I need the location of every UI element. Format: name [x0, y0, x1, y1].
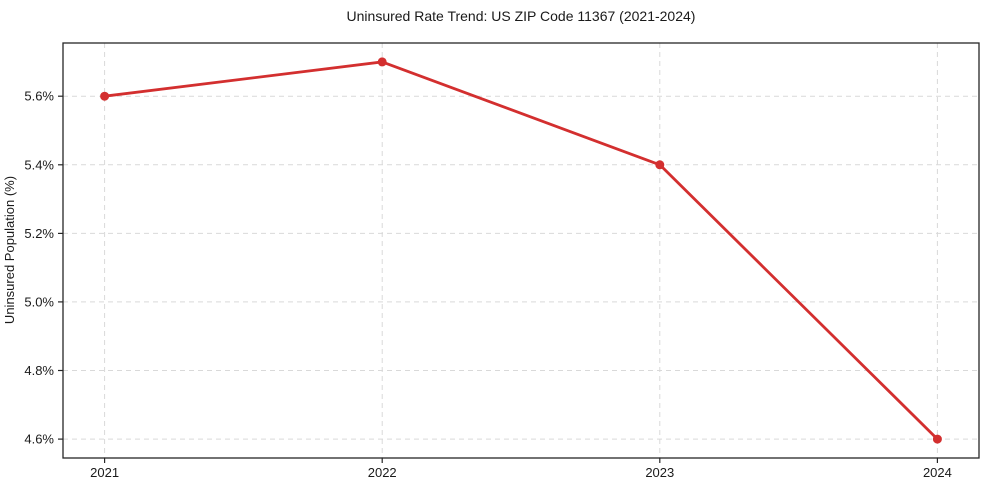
y-tick-label: 4.6%	[24, 432, 54, 447]
data-point-marker	[377, 57, 387, 67]
y-axis-label: Uninsured Population (%)	[2, 176, 17, 324]
x-tick-label: 2022	[368, 465, 397, 480]
trend-line	[103, 60, 939, 441]
data-point-marker	[655, 160, 665, 170]
x-tick-label: 2024	[923, 465, 952, 480]
data-point-marker	[932, 434, 942, 444]
x-tick-label: 2021	[90, 465, 119, 480]
y-tick-label: 5.4%	[24, 157, 54, 172]
y-tick-label: 5.6%	[24, 89, 54, 104]
y-tick-label: 5.0%	[24, 294, 54, 309]
y-tick-label: 4.8%	[24, 363, 54, 378]
x-tick-label: 2023	[645, 465, 674, 480]
chart-title: Uninsured Rate Trend: US ZIP Code 11367 …	[346, 8, 696, 24]
y-tick-label: 5.2%	[24, 226, 54, 241]
plot-border	[62, 42, 980, 459]
data-point-marker	[100, 91, 110, 101]
